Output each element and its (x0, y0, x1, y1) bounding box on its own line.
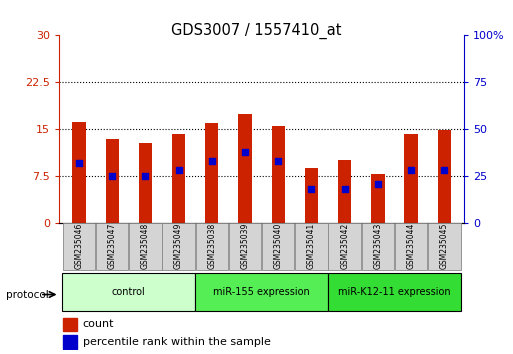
Bar (404, 134, 418, 223)
FancyBboxPatch shape (362, 223, 394, 270)
Text: control: control (112, 287, 146, 297)
Bar (139, 143, 152, 223)
Point (208, 158, 216, 164)
FancyBboxPatch shape (195, 273, 328, 311)
Bar (371, 174, 385, 223)
Bar (172, 134, 185, 223)
FancyBboxPatch shape (295, 223, 328, 270)
Point (108, 173, 116, 179)
Point (307, 187, 315, 192)
Text: GSM235044: GSM235044 (407, 223, 416, 269)
FancyBboxPatch shape (229, 223, 261, 270)
Point (341, 187, 349, 192)
Point (274, 158, 282, 164)
Point (174, 168, 183, 173)
Bar (305, 168, 318, 223)
FancyBboxPatch shape (262, 223, 294, 270)
Point (440, 168, 448, 173)
FancyBboxPatch shape (328, 223, 361, 270)
Text: GSM235040: GSM235040 (274, 223, 283, 269)
Bar (63, 335, 77, 349)
Bar (106, 139, 119, 223)
Text: protocol: protocol (6, 290, 49, 299)
Bar (271, 126, 285, 223)
Text: GSM235041: GSM235041 (307, 223, 316, 269)
FancyBboxPatch shape (96, 223, 128, 270)
Point (407, 168, 415, 173)
FancyBboxPatch shape (62, 273, 195, 311)
Text: GSM235045: GSM235045 (440, 223, 449, 269)
FancyBboxPatch shape (129, 223, 162, 270)
Point (75, 160, 83, 166)
FancyBboxPatch shape (163, 223, 195, 270)
Text: GSM235038: GSM235038 (207, 223, 216, 269)
Point (374, 181, 382, 187)
Text: percentile rank within the sample: percentile rank within the sample (83, 337, 270, 347)
Point (241, 149, 249, 155)
FancyBboxPatch shape (395, 223, 427, 270)
Text: miR-155 expression: miR-155 expression (213, 287, 310, 297)
Text: GSM235043: GSM235043 (373, 223, 382, 269)
Text: GDS3007 / 1557410_at: GDS3007 / 1557410_at (171, 23, 342, 39)
FancyBboxPatch shape (63, 223, 95, 270)
Bar (338, 160, 351, 223)
Text: miR-K12-11 expression: miR-K12-11 expression (338, 287, 451, 297)
Text: GSM235048: GSM235048 (141, 223, 150, 269)
Bar (205, 123, 219, 223)
Text: GSM235039: GSM235039 (241, 223, 249, 269)
Bar (239, 114, 252, 223)
Text: GSM235046: GSM235046 (74, 223, 84, 269)
FancyBboxPatch shape (428, 223, 461, 270)
Text: GSM235049: GSM235049 (174, 223, 183, 269)
Text: count: count (83, 319, 114, 329)
Bar (63, 318, 77, 331)
Text: GSM235042: GSM235042 (340, 223, 349, 269)
Bar (438, 131, 451, 223)
FancyBboxPatch shape (328, 273, 461, 311)
Point (141, 173, 149, 179)
Text: GSM235047: GSM235047 (108, 223, 116, 269)
FancyBboxPatch shape (195, 223, 228, 270)
Bar (72, 122, 86, 223)
